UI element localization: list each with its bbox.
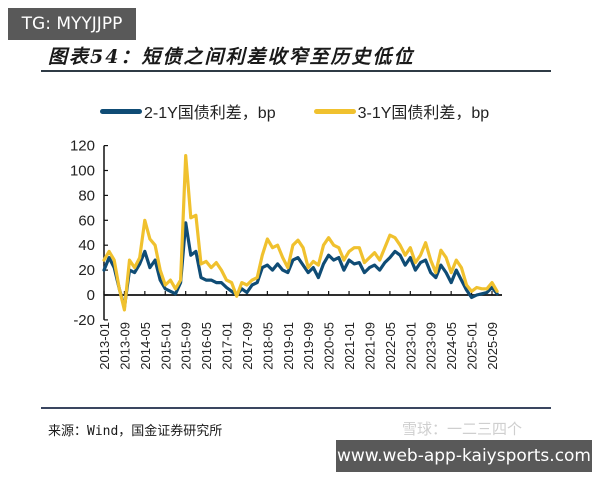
x-tick-label: 2024-05 (444, 322, 459, 370)
bottom-divider (41, 407, 551, 409)
x-tick-label: 2025-09 (485, 322, 500, 370)
chart-legend: 2-1Y国债利差，bp 3-1Y国债利差，bp (100, 99, 527, 123)
legend-item-3-1y: 3-1Y国债利差，bp (313, 99, 490, 123)
legend-swatch-3-1y-icon (313, 108, 356, 114)
legend-label-2-1y: 2-1Y国债利差，bp (144, 105, 276, 122)
x-tick-label: 2018-05 (260, 322, 275, 370)
y-tick-label: 20 (78, 262, 95, 279)
x-tick-label: 2023-01 (403, 322, 418, 370)
x-tick-label: 2019-01 (281, 322, 296, 370)
x-tick-label: 2014-05 (138, 322, 153, 370)
x-tick-label: 2015-01 (158, 322, 173, 370)
series-line (102, 221, 499, 309)
y-tick-label: -20 (73, 312, 95, 329)
x-tick-label: 2016-05 (199, 322, 214, 370)
x-tick-label: 2017-01 (220, 322, 235, 370)
y-tick-label: 40 (78, 237, 95, 254)
tg-watermark-badge: TG: MYYJJPP (8, 8, 136, 40)
x-tick-label: 2020-05 (322, 322, 337, 370)
legend-item-2-1y: 2-1Y国债利差，bp (100, 99, 276, 123)
title-divider (41, 70, 551, 72)
y-tick-label: 60 (78, 212, 95, 229)
x-tick-label: 2021-01 (342, 322, 357, 370)
xueqiu-watermark: 雪球：一二三四个 (402, 420, 523, 438)
y-tick-label: 0 (87, 287, 95, 304)
y-tick-label: 80 (78, 187, 95, 204)
series-line (102, 154, 499, 312)
legend-swatch-2-1y-icon (100, 108, 142, 114)
x-tick-label: 2013-01 (97, 322, 112, 370)
x-tick-label: 2023-09 (424, 322, 439, 370)
chart-series (102, 154, 499, 312)
x-tick-label: 2017-09 (240, 322, 255, 370)
url-watermark-badge: www.web-app-kaiysports.com (336, 440, 592, 472)
x-tick-label: 2015-09 (179, 322, 194, 370)
x-tick-label: 2021-09 (362, 322, 377, 370)
x-axis: 2013-01 2013-09 2014-05 2015-01 2015-09 2016-… (97, 291, 502, 370)
y-tick-label: 120 (70, 138, 95, 155)
source-note: 来源：Wind，国金证券研究所 (48, 424, 223, 439)
y-tick-label: 100 (70, 163, 95, 180)
x-tick-label: 2019-09 (301, 322, 316, 370)
x-tick-label: 2025-01 (465, 322, 480, 370)
x-tick-label: 2013-09 (117, 322, 132, 370)
y-axis: -20 0 20 40 60 80 100 120 (70, 138, 108, 329)
legend-label-3-1y: 3-1Y国债利差，bp (357, 105, 490, 122)
figure-title: 图表54：短债之间利差收窄至历史低位 (48, 46, 415, 68)
x-tick-label: 2022-05 (383, 322, 398, 370)
